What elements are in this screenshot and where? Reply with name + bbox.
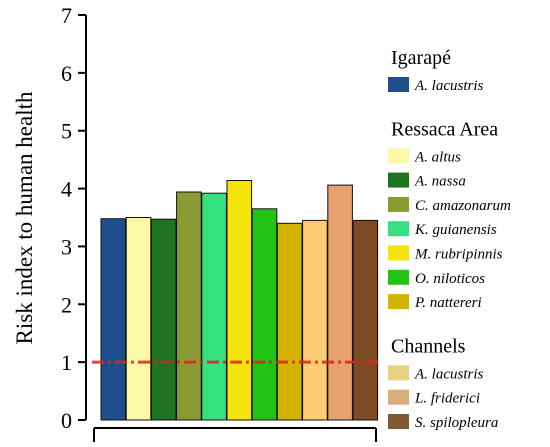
- bar-7: [251, 208, 278, 421]
- y-tick-label-7: 7: [61, 3, 72, 28]
- y-tick-label-5: 5: [61, 119, 72, 144]
- legend: Igarapé A. lacustris Ressaca Area A. altus A…: [388, 47, 511, 431]
- legend-entry-label-2-6: O. niloticos: [415, 271, 485, 287]
- bar-4: [176, 191, 202, 421]
- legend-entry-label-3-3: S. spilopleura: [415, 415, 498, 431]
- bar-6: [226, 180, 253, 421]
- legend-swatch-2-7: [388, 294, 409, 310]
- bar-2: [125, 217, 152, 421]
- legend-entry-label-2-4: K. guianensis: [414, 222, 497, 238]
- bar-8: [276, 222, 303, 421]
- legend-entry-label-2-7: P. nattereri: [414, 295, 482, 311]
- legend-swatch-2-2: [388, 172, 409, 188]
- y-tick-label-2: 2: [61, 292, 72, 317]
- bar-10: [327, 184, 353, 421]
- legend-entry-label-1-1: A. lacustris: [414, 78, 483, 94]
- legend-entry-label-2-1: A. altus: [414, 149, 461, 165]
- legend-group-title-1: Igarapé: [391, 47, 451, 69]
- legend-swatch-2-5: [388, 245, 409, 261]
- legend-swatch-2-1: [388, 148, 409, 164]
- y-tick-label-1: 1: [61, 350, 72, 375]
- legend-entry-label-3-1: A. lacustris: [414, 366, 483, 382]
- bar-5: [201, 192, 227, 421]
- legend-swatch-2-4: [388, 221, 409, 237]
- legend-swatch-3-2: [388, 389, 409, 405]
- y-tick-label-6: 6: [61, 61, 72, 86]
- legend-entry-label-2-2: A. nassa: [414, 174, 466, 190]
- legend-group-title-2: Ressaca Area: [391, 118, 498, 140]
- legend-entry-label-2-3: C. amazonarum: [415, 198, 511, 214]
- legend-swatch-1-1: [388, 77, 409, 92]
- y-tick-label-0: 0: [61, 408, 72, 433]
- y-tick-label-4: 4: [61, 177, 72, 202]
- y-axis-label: Risk index to human health: [12, 91, 37, 344]
- legend-swatch-3-1: [388, 365, 409, 381]
- legend-group-title-3: Channels: [391, 335, 466, 357]
- bar-9: [302, 219, 328, 421]
- plot-area: 0 1 2 3 4 5 6 7: [61, 3, 379, 442]
- bar-1: [100, 218, 127, 421]
- bar-3: [150, 218, 177, 421]
- legend-swatch-2-6: [388, 269, 409, 285]
- bar-11: [352, 219, 379, 421]
- legend-swatch-2-3: [388, 196, 409, 212]
- legend-entry-label-3-2: L. friderici: [414, 391, 480, 407]
- legend-entry-label-2-5: M. rubripinnis: [414, 247, 503, 263]
- y-tick-label-3: 3: [61, 234, 72, 259]
- legend-swatch-3-3: [388, 414, 409, 429]
